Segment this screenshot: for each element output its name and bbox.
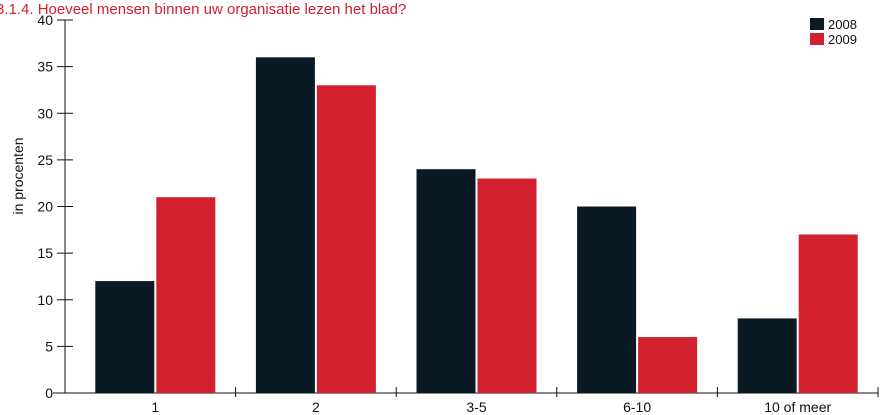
y-tick-label: 10 — [37, 292, 53, 308]
legend-label: 2009 — [828, 32, 857, 47]
bar-2009-2 — [316, 85, 376, 394]
y-tick-label: 15 — [37, 245, 53, 261]
y-tick-label: 20 — [37, 199, 53, 215]
bar-2008-6-10 — [577, 206, 637, 393]
bar-2008-1 — [95, 281, 155, 393]
y-tick-label: 40 — [37, 12, 53, 28]
x-tick-label: 1 — [151, 399, 159, 415]
y-axis-label: in procenten — [10, 137, 26, 214]
x-tick-label: 3-5 — [466, 399, 486, 415]
legend-label: 2008 — [828, 17, 857, 32]
y-axis-ticks: 0 5 10 15 20 25 30 35 40 — [37, 12, 73, 401]
x-axis-ticks: 1 2 3-5 6-10 10 of meer — [151, 387, 879, 415]
x-tick-label: 6-10 — [623, 399, 651, 415]
bar-2009-3-5 — [477, 178, 537, 393]
y-tick-label: 0 — [45, 385, 53, 401]
x-tick-label: 10 of meer — [764, 399, 831, 415]
bar-2008-3-5 — [416, 169, 476, 393]
y-tick-label: 5 — [45, 338, 53, 354]
y-tick-label: 35 — [37, 59, 53, 75]
bar-2009-1 — [156, 197, 216, 393]
bar-2009-6-10 — [638, 337, 698, 393]
x-tick-label: 2 — [312, 399, 320, 415]
bar-2009-10-of-meer — [798, 234, 858, 393]
y-tick-label: 25 — [37, 152, 53, 168]
bars — [95, 57, 858, 394]
legend-swatch — [810, 33, 824, 45]
legend-swatch — [810, 18, 824, 30]
bar-2008-10-of-meer — [737, 318, 797, 393]
bar-2008-2 — [255, 57, 315, 394]
y-tick-label: 30 — [37, 105, 53, 121]
chart-title: 3.1.4. Hoeveel mensen binnen uw organisa… — [0, 1, 406, 18]
